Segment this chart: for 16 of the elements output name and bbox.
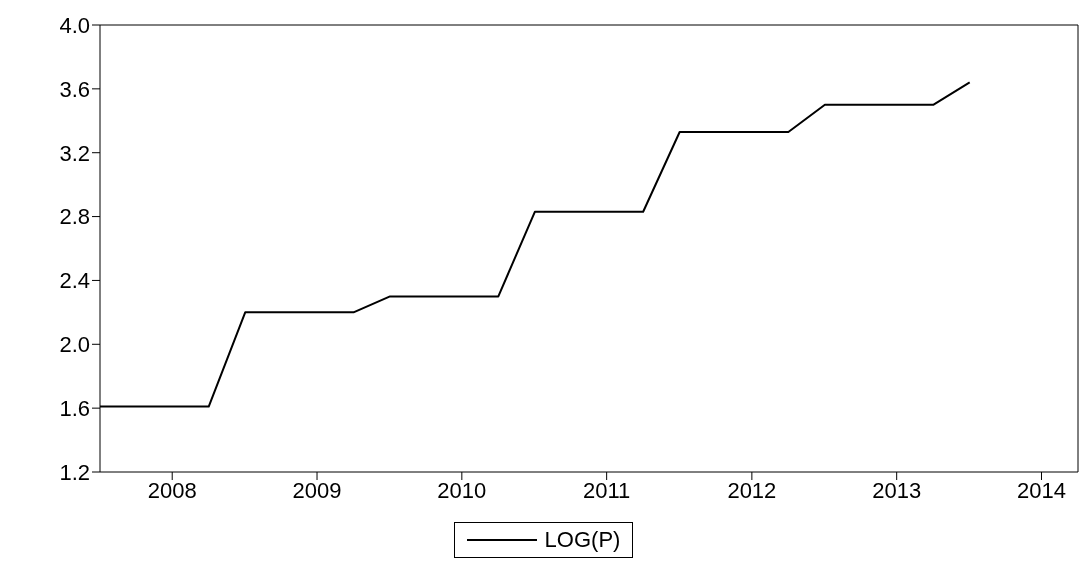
y-tick-label: 3.6 <box>59 76 90 102</box>
x-tick-label: 2010 <box>437 477 487 503</box>
legend-label: LOG(P) <box>544 527 621 553</box>
x-tick-label: 2009 <box>292 477 342 503</box>
y-tick-label: 2.0 <box>59 332 90 358</box>
x-tick-label: 2012 <box>727 477 777 503</box>
x-tick-label: 2014 <box>1017 477 1066 503</box>
x-tick-label: 2011 <box>583 477 631 503</box>
y-tick-label: 1.6 <box>59 395 90 421</box>
y-tick-label: 4.0 <box>59 12 90 38</box>
x-tick-label: 2013 <box>872 477 922 503</box>
x-tick-label: 2008 <box>147 477 197 503</box>
y-tick-label: 2.8 <box>59 204 90 230</box>
y-tick-label: 3.2 <box>59 140 90 166</box>
y-tick-label: 1.2 <box>59 459 90 485</box>
y-tick-label: 2.4 <box>59 268 90 294</box>
